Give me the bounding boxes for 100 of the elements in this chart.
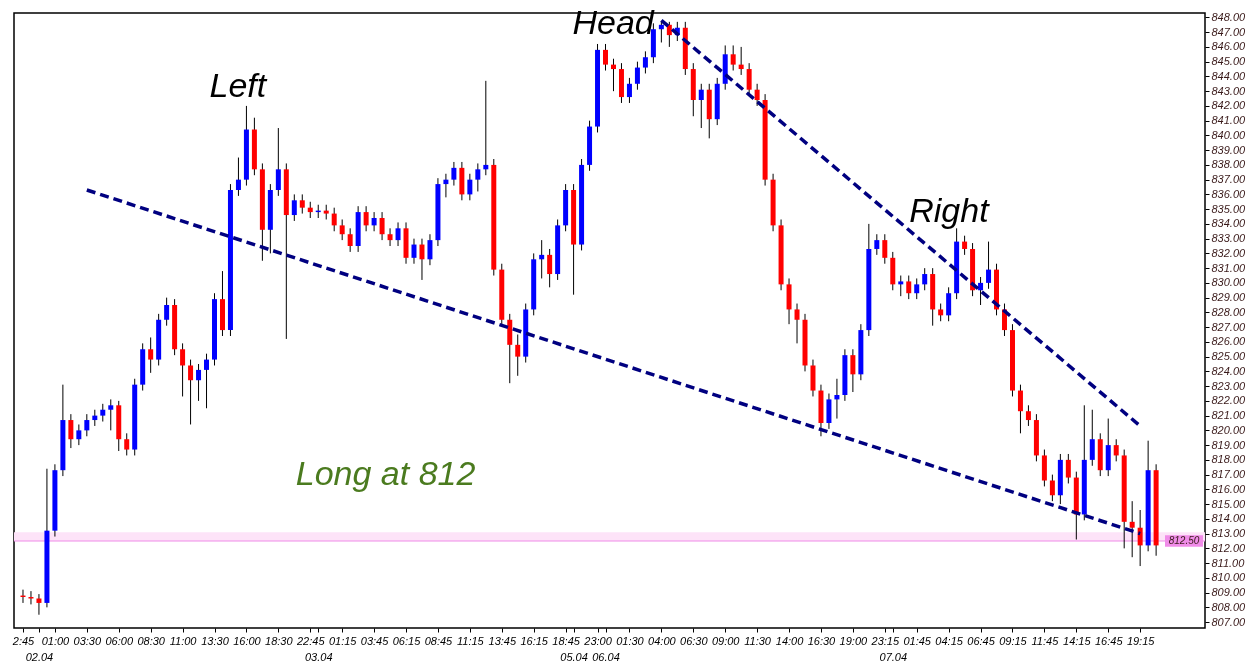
y-tick-label: 814.00 [1211,512,1247,525]
candlestick [946,286,952,322]
candlestick [427,233,433,266]
candlestick [347,227,353,253]
candlestick [603,43,609,72]
y-tick-label: 841.00 [1211,114,1247,127]
x-tick-label: 23:00 [583,634,613,647]
candlestick [515,334,521,377]
candlestick [1089,409,1095,467]
x-tick-label: 04:15 [935,634,964,647]
y-tick-label: 844.00 [1211,69,1247,82]
candlestick [826,393,832,430]
x-tick-label: 01:15 [328,634,358,647]
candlestick [299,193,305,215]
candlestick [36,593,42,616]
x-tick-label: 03:45 [360,634,390,647]
candlestick [275,127,281,197]
candlestick [986,241,992,290]
candlestick [1113,438,1119,462]
candlestick [235,157,241,197]
candlestick [1049,474,1055,502]
candlestick [76,423,82,446]
candlestick [451,161,457,187]
x-tick-label: 01:45 [903,634,932,647]
x-tick-label: 03:30 [73,634,102,647]
y-tick-label: 825.00 [1211,350,1247,363]
y-tick-label: 822.00 [1211,394,1247,407]
y-tick-label: 842.00 [1211,99,1247,112]
y-tick-label: 812.00 [1211,541,1247,554]
y-tick-label: 836.00 [1211,187,1247,200]
x-tick-label: 16:45 [1094,634,1124,647]
y-tick-label: 846.00 [1211,40,1247,53]
y-tick-label: 831.00 [1211,261,1247,274]
x-tick-label: 22:45 [295,634,326,647]
ref-line-label: 812.50 [1168,534,1200,546]
candlestick [539,239,545,279]
candlestick [108,398,114,431]
candlestick [379,211,385,241]
candlestick [1129,500,1135,558]
x-tick-label: 04:00 [648,634,677,647]
x-tick-label: 03.04 [304,650,333,663]
candlestick [371,211,377,232]
y-tick-label: 820.00 [1211,423,1247,436]
candlestick [914,277,920,300]
candlestick [626,77,632,104]
x-tick-label: 18:30 [265,634,294,647]
y-tick-label: 847.00 [1211,25,1247,38]
x-tick-label: 11:15 [457,634,485,647]
y-tick-label: 810.00 [1211,571,1247,584]
candlestick [962,235,968,256]
candlestick [339,218,345,241]
y-tick-label: 817.00 [1211,468,1247,481]
y-tick-label: 833.00 [1211,232,1247,245]
candlestick [730,44,736,72]
x-tick-label: 06:00 [105,634,134,647]
y-tick-label: 808.00 [1211,600,1247,613]
y-tick-label: 821.00 [1211,409,1247,422]
y-tick-label: 809.00 [1211,586,1247,599]
x-tick-label: 06:15 [392,634,422,647]
y-tick-label: 839.00 [1211,143,1247,156]
candlestick [419,238,425,281]
candlestick [84,413,90,437]
candlestick [196,363,202,402]
y-tick-label: 835.00 [1211,202,1247,215]
x-tick-label: 16:00 [233,634,262,647]
candlestick [291,193,297,222]
x-tick-label: 11:45 [1031,634,1060,647]
candlestick [850,348,856,393]
y-tick-label: 823.00 [1211,379,1247,392]
x-tick-label: 06:45 [967,634,996,647]
candlestick [28,590,34,605]
y-tick-label: 840.00 [1211,128,1247,141]
annotation: Right [909,191,991,230]
candlestick [834,378,840,420]
candlestick [1017,384,1023,434]
y-tick-label: 827.00 [1211,320,1247,333]
candlestick [547,248,553,288]
x-tick-label: 11:30 [744,634,772,647]
candlestick [204,353,210,409]
x-tick-label: 08:30 [137,634,166,647]
candlestick [188,359,194,425]
candlestick [443,173,449,198]
x-tick-label: 18:45 [552,634,581,647]
candlestick [475,162,481,192]
x-tick-label: 19:15 [1126,634,1156,647]
x-tick-label: 08:45 [424,634,454,647]
y-tick-label: 824.00 [1211,364,1247,377]
x-tick-label: 16:30 [807,634,837,647]
y-tick-label: 837.00 [1211,173,1247,186]
candlestick [395,221,401,247]
x-tick-label: 13:30 [201,634,230,647]
y-tick-label: 816.00 [1211,482,1247,495]
x-tick-label: 13:45 [488,634,517,647]
annotation: Long at 812 [295,454,476,493]
candlestick [1065,453,1071,484]
candlestick [164,297,170,327]
candlestick [906,275,912,300]
x-tick-label: 09:15 [999,634,1028,647]
y-tick-label: 828.00 [1211,305,1247,318]
candlestick [411,238,417,265]
